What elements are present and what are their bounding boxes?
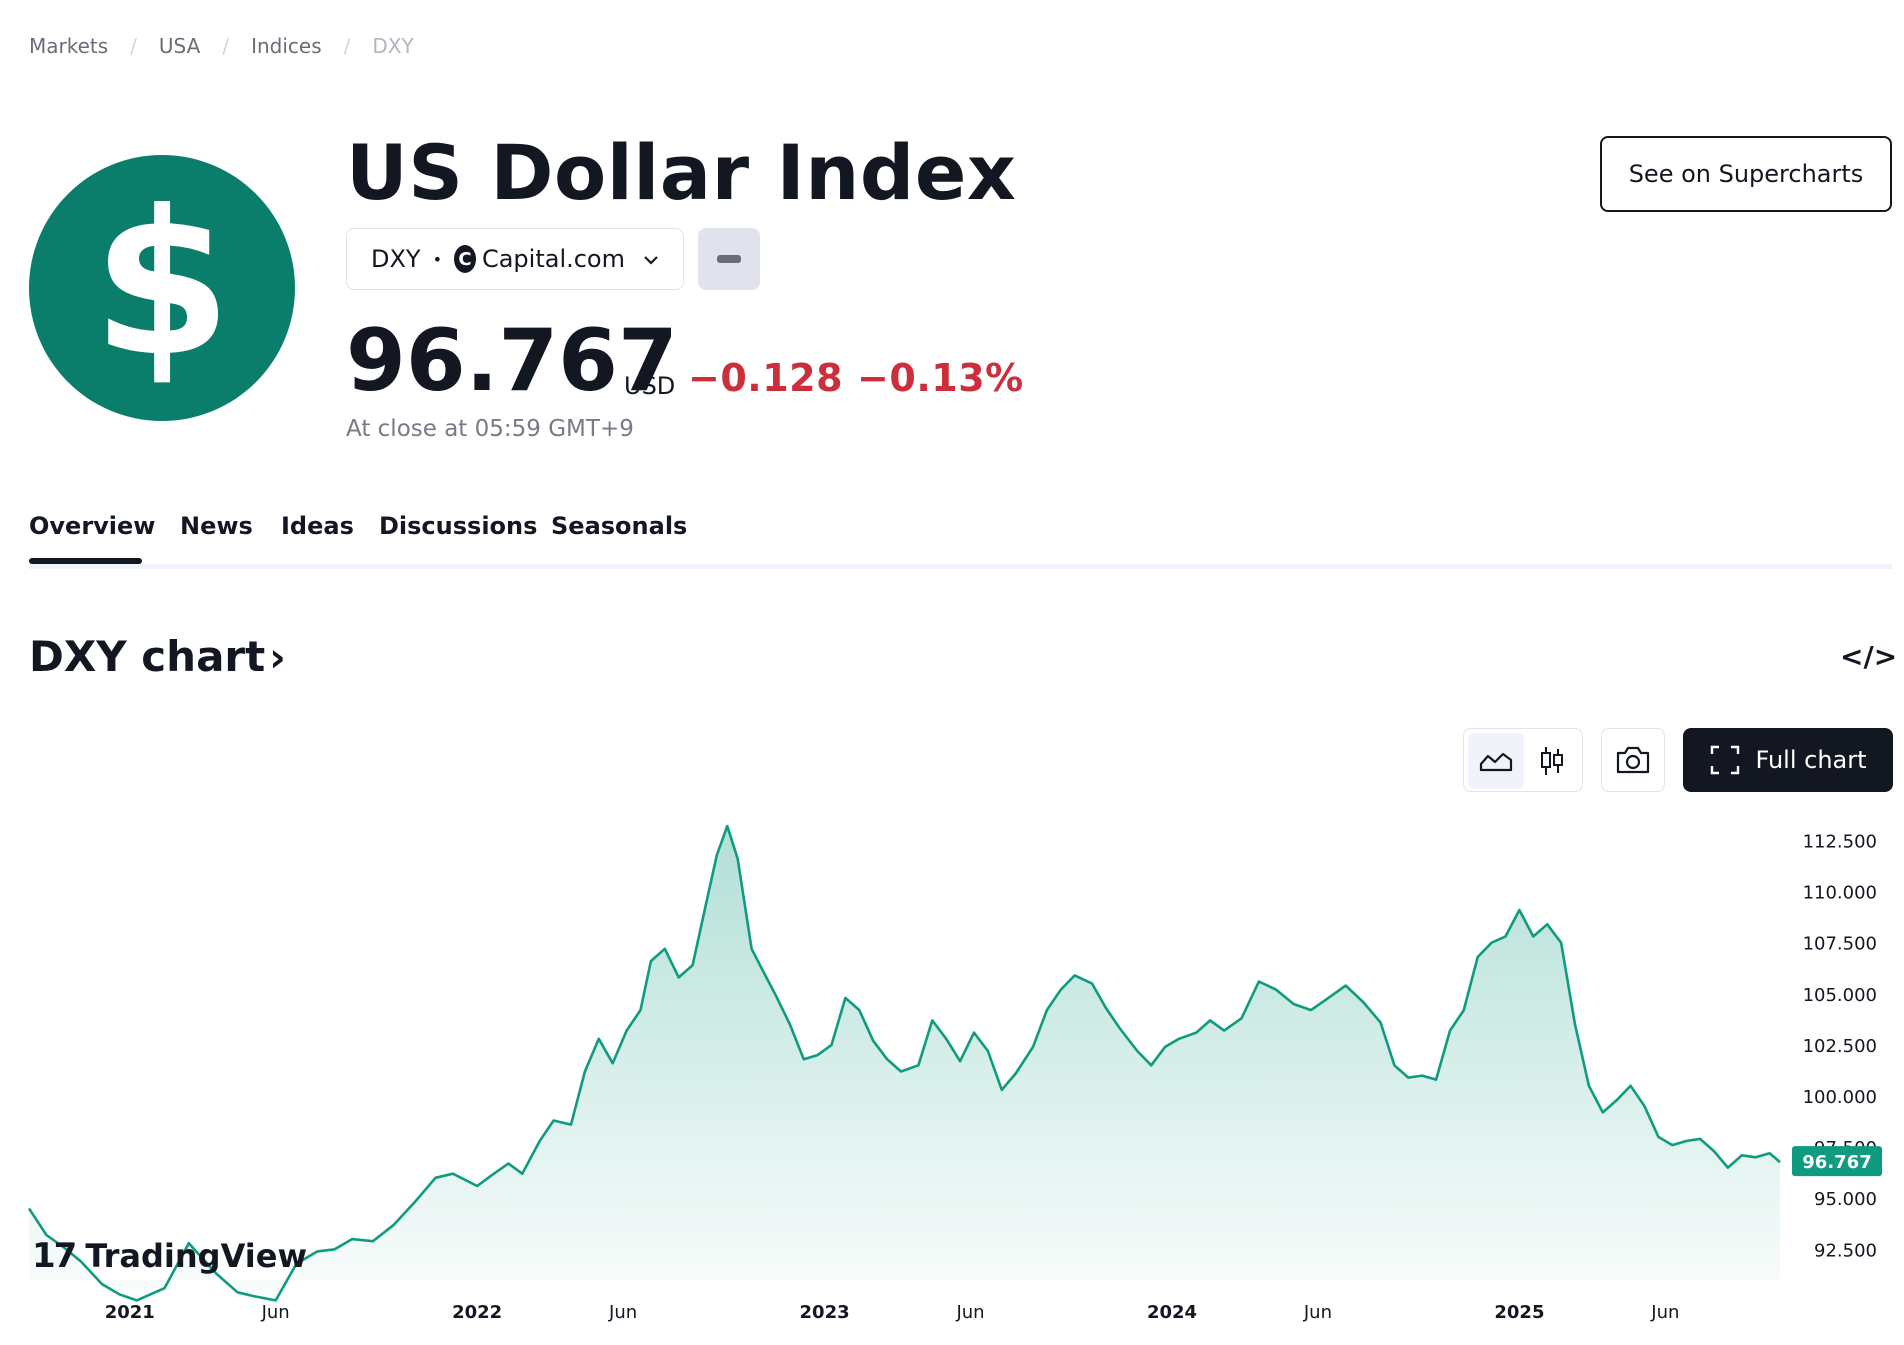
symbol-label: DXY [371, 245, 421, 273]
camera-icon [1616, 746, 1650, 774]
breadcrumb-markets[interactable]: Markets [29, 34, 109, 58]
chart-area [29, 826, 1780, 1301]
area-chart-button[interactable] [1468, 733, 1524, 789]
tab-ideas[interactable]: Ideas [281, 512, 354, 540]
snapshot-button[interactable] [1601, 728, 1665, 792]
page-title: US Dollar Index [346, 128, 1017, 217]
see-on-supercharts-button[interactable]: See on Supercharts [1600, 136, 1892, 212]
y-tick-label: 100.000 [1803, 1087, 1877, 1108]
breadcrumb-separator: / [222, 34, 230, 58]
price-badge-text: 96.767 [1802, 1152, 1871, 1173]
tradingview-mark-icon: 17 [32, 1236, 77, 1276]
y-tick-label: 105.000 [1803, 985, 1877, 1006]
y-tick-label: 107.500 [1803, 934, 1877, 955]
x-tick-label: Jun [261, 1302, 290, 1323]
price-badge-background [1792, 1146, 1882, 1177]
tab-seasonals[interactable]: Seasonals [551, 512, 688, 540]
change-value: −0.128 [688, 356, 844, 400]
chart-line [27, 824, 1781, 1302]
breadcrumb-separator: / [130, 34, 137, 58]
x-tick-label: Jun [1303, 1302, 1332, 1323]
x-tick-label: Jun [1650, 1302, 1679, 1323]
chevron-down-icon [643, 249, 659, 270]
y-axis: 112.500 110.000 107.500 105.000 102.500 100.0… [1803, 831, 1877, 1261]
symbol-exchange-selector[interactable]: DXY • C Capital.com [346, 228, 684, 290]
area-chart-icon [1479, 752, 1513, 772]
candles-icon [1541, 747, 1563, 775]
series-line [27, 824, 1781, 1302]
x-tick-label: 2024 [1147, 1302, 1197, 1323]
symbol-logo: $ [29, 155, 295, 421]
close-time-note: At close at 05:59 GMT+9 [346, 416, 634, 442]
capital-com-icon: C [454, 245, 476, 273]
y-tick-label: 112.500 [1803, 831, 1877, 852]
x-tick-label: 2022 [452, 1302, 502, 1323]
chart-area-fill [29, 826, 1780, 1301]
last-price-badge: 96.767 [1792, 1146, 1882, 1177]
chart-heading-link[interactable]: DXY chart › [29, 632, 286, 681]
fullscreen-icon [1711, 745, 1740, 775]
x-tick-label: Jun [955, 1302, 984, 1323]
minus-icon [717, 255, 741, 263]
x-tick-label: 2025 [1494, 1302, 1544, 1323]
y-tick-label: 102.500 [1803, 1036, 1877, 1057]
tab-overview[interactable]: Overview [29, 512, 156, 540]
price-currency: USD [624, 372, 676, 400]
change-percent: −0.13% [857, 356, 1024, 400]
x-axis: 2021 Jun 2022 Jun 2023 Jun 2024 Jun 2025 Jun [105, 1302, 1680, 1323]
market-status-button[interactable] [698, 228, 760, 290]
candles-chart-button[interactable] [1524, 733, 1580, 789]
chart-heading-text: DXY chart [29, 632, 266, 681]
chevron-right-icon: › [269, 635, 286, 681]
x-tick-label: Jun [608, 1302, 637, 1323]
y-tick-label: 95.000 [1814, 1189, 1877, 1210]
last-price: 96.767 [346, 311, 678, 411]
breadcrumb-indices[interactable]: Indices [251, 34, 322, 58]
dollar-icon: $ [92, 168, 232, 401]
price-change: −0.128 −0.13% [688, 356, 1024, 400]
tab-news[interactable]: News [180, 512, 253, 540]
breadcrumb-separator: / [343, 34, 351, 58]
full-chart-button[interactable]: Full chart [1683, 728, 1893, 792]
tradingview-wordmark: TradingView [85, 1237, 308, 1275]
x-tick-label: 2021 [105, 1302, 155, 1323]
tradingview-logo[interactable]: 17 TradingView [32, 1236, 307, 1276]
breadcrumb-usa[interactable]: USA [158, 34, 201, 58]
active-tab-indicator [29, 558, 142, 564]
breadcrumb: Markets / USA / Indices / DXY [29, 34, 414, 58]
x-tick-label: 2023 [800, 1302, 850, 1323]
separator-dot: • [432, 249, 443, 269]
y-tick-label: 92.500 [1814, 1240, 1877, 1261]
full-chart-label: Full chart [1755, 746, 1867, 774]
y-tick-label: 110.000 [1803, 883, 1877, 904]
tab-discussions[interactable]: Discussions [379, 512, 538, 540]
tab-bar: Overview News Ideas Discussions Seasonal… [29, 512, 1892, 569]
embed-code-icon[interactable]: </> [1840, 640, 1898, 673]
breadcrumb-current: DXY [372, 34, 414, 58]
chart-style-toggle [1463, 728, 1583, 792]
exchange-label: Capital.com [481, 245, 625, 273]
